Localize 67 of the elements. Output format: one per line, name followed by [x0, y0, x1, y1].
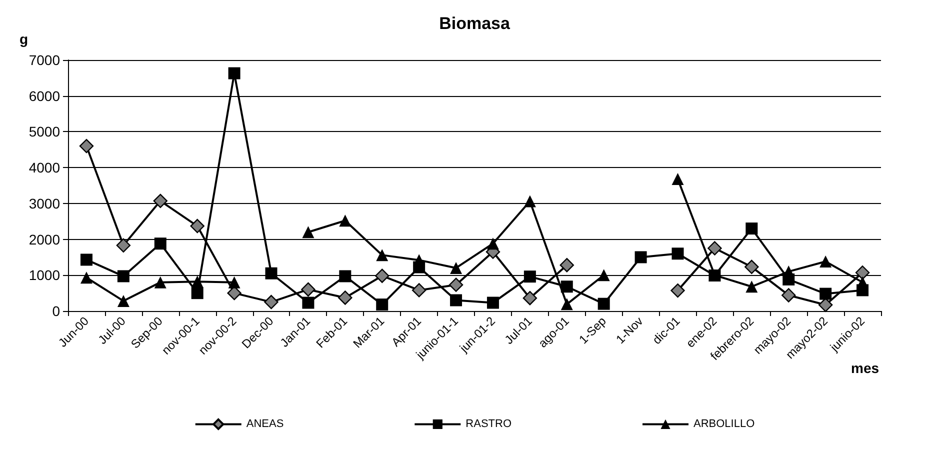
point	[598, 269, 610, 282]
point	[782, 288, 796, 302]
y-tick-label: 2000	[28, 231, 60, 248]
point	[154, 238, 166, 250]
legend-label: RASTRO	[466, 418, 512, 430]
point	[301, 282, 316, 297]
point	[522, 290, 538, 306]
chart-title: Biomasa	[439, 14, 510, 33]
point	[450, 294, 462, 306]
point	[524, 270, 536, 283]
point	[486, 296, 499, 309]
point	[746, 280, 758, 293]
point	[560, 298, 573, 310]
y-tick-label: 4000	[28, 160, 60, 176]
x-axis-title: mes	[851, 360, 880, 376]
point	[744, 260, 759, 274]
legend-label: ARBOLILLO	[693, 418, 756, 430]
point	[116, 238, 131, 252]
point	[339, 214, 352, 227]
point	[153, 194, 168, 208]
point	[338, 290, 352, 305]
point	[191, 276, 204, 288]
point	[524, 195, 536, 208]
point	[80, 254, 92, 266]
point	[376, 249, 388, 262]
y-tick-label: 3000	[28, 195, 60, 212]
point	[855, 266, 870, 280]
point	[672, 173, 684, 186]
legend-label: ANEAS	[246, 418, 284, 430]
point	[670, 283, 685, 298]
point	[80, 272, 92, 284]
point	[560, 258, 574, 272]
point	[376, 298, 388, 311]
point	[412, 283, 426, 298]
point	[154, 276, 166, 288]
point	[264, 294, 278, 310]
point	[117, 270, 130, 282]
point	[228, 276, 240, 288]
y-tick-label: 1000	[28, 267, 60, 284]
point	[746, 222, 758, 235]
point	[820, 288, 832, 300]
point	[191, 287, 204, 300]
point	[375, 268, 390, 283]
point	[79, 138, 94, 154]
point	[339, 270, 352, 282]
y-tick-label: 7000	[28, 52, 60, 68]
y-tick-label: 0	[52, 303, 60, 319]
point	[228, 67, 240, 80]
point	[708, 241, 722, 256]
point	[486, 238, 499, 250]
point	[672, 248, 684, 260]
point	[818, 298, 833, 312]
point	[190, 218, 204, 234]
y-tick-label: 6000	[28, 88, 60, 104]
y-tick-label: 5000	[28, 124, 60, 140]
point	[598, 298, 610, 310]
point	[820, 256, 832, 268]
point	[448, 278, 464, 292]
point	[265, 267, 278, 280]
point	[634, 251, 647, 264]
point	[450, 262, 462, 274]
point	[560, 280, 573, 293]
point	[782, 266, 795, 278]
y-axis-title: g	[19, 31, 28, 47]
point	[302, 226, 314, 238]
point	[117, 294, 130, 307]
point	[302, 296, 314, 309]
